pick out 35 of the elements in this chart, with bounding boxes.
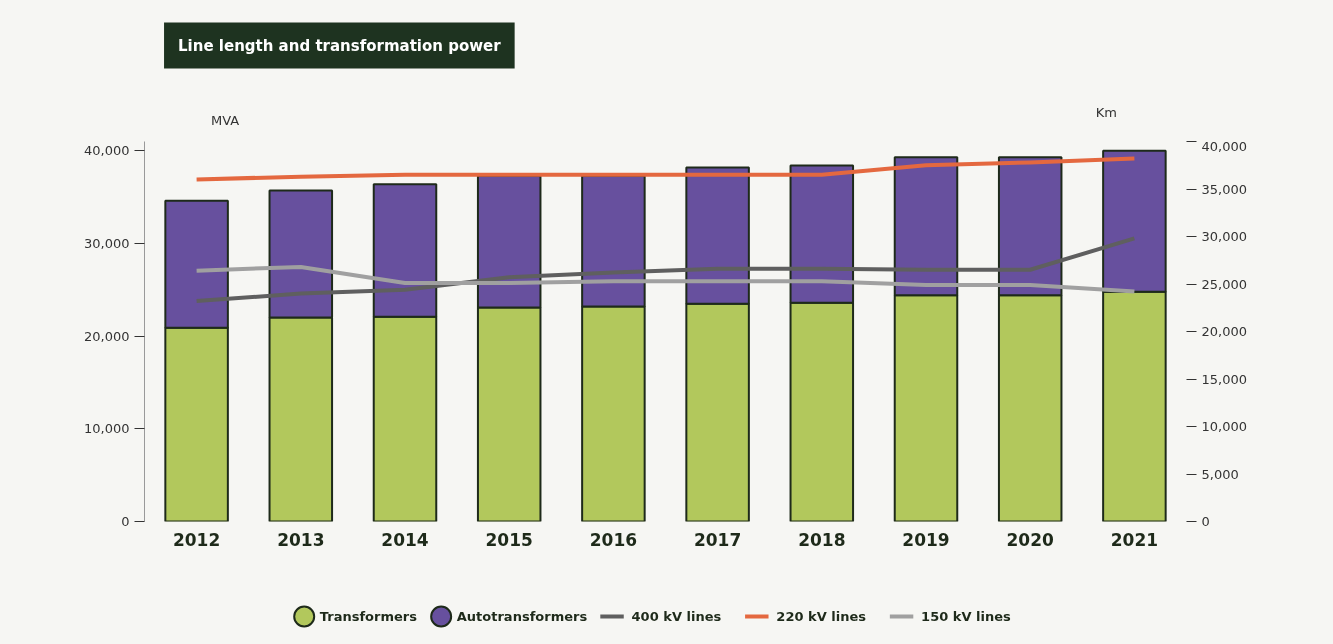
y-tick-label: 30,000	[84, 235, 130, 251]
y2-tick-label: 35,000	[1201, 181, 1247, 197]
y-axis-title: MVA	[210, 113, 240, 128]
x-tick-label: 2013	[277, 529, 325, 550]
x-tick-label: 2015	[485, 529, 533, 550]
legend-label: 400 kV lines	[631, 609, 722, 624]
y2-axis-title: Km	[1095, 105, 1118, 120]
x-tick-label: 2019	[902, 529, 950, 550]
legend-label: Autotransformers	[456, 609, 588, 624]
y2-tick-label: 10,000	[1201, 419, 1247, 434]
legend-label: 220 kV lines	[776, 609, 867, 624]
line-series	[194, 236, 1137, 304]
y2-tick-label: 0	[1201, 514, 1210, 529]
y2-tick-label: 25,000	[1201, 276, 1247, 292]
y2-tick-label: 15,000	[1201, 371, 1247, 387]
y2-tick-label: 30,000	[1201, 229, 1247, 244]
x-tick-label: 2021	[1110, 529, 1159, 550]
y-tick-label: 0	[121, 514, 130, 529]
x-tick-label: 2012	[172, 529, 221, 550]
x-tick-label: 2014	[381, 529, 429, 550]
y2-tick-label: 40,000	[1201, 138, 1247, 154]
x-tick-label: 2020	[1006, 529, 1055, 550]
line-series	[194, 264, 1137, 294]
x-tick-label: 2016	[589, 529, 638, 550]
y-tick-label: 10,000	[84, 421, 130, 437]
y2-tick-label: 20,000	[1201, 324, 1247, 339]
chart-title: Line length and transformation power	[178, 36, 502, 55]
x-tick-label: 2018	[798, 529, 846, 550]
legend-label: 150 kV lines	[921, 609, 1011, 624]
y2-tick-label: 5,000	[1201, 466, 1239, 482]
y-tick-label: 40,000	[84, 143, 130, 159]
legend-label: Transformers	[319, 609, 418, 624]
line-series	[194, 156, 1137, 182]
y-tick-label: 20,000	[84, 328, 130, 344]
x-tick-label: 2017	[693, 529, 742, 550]
